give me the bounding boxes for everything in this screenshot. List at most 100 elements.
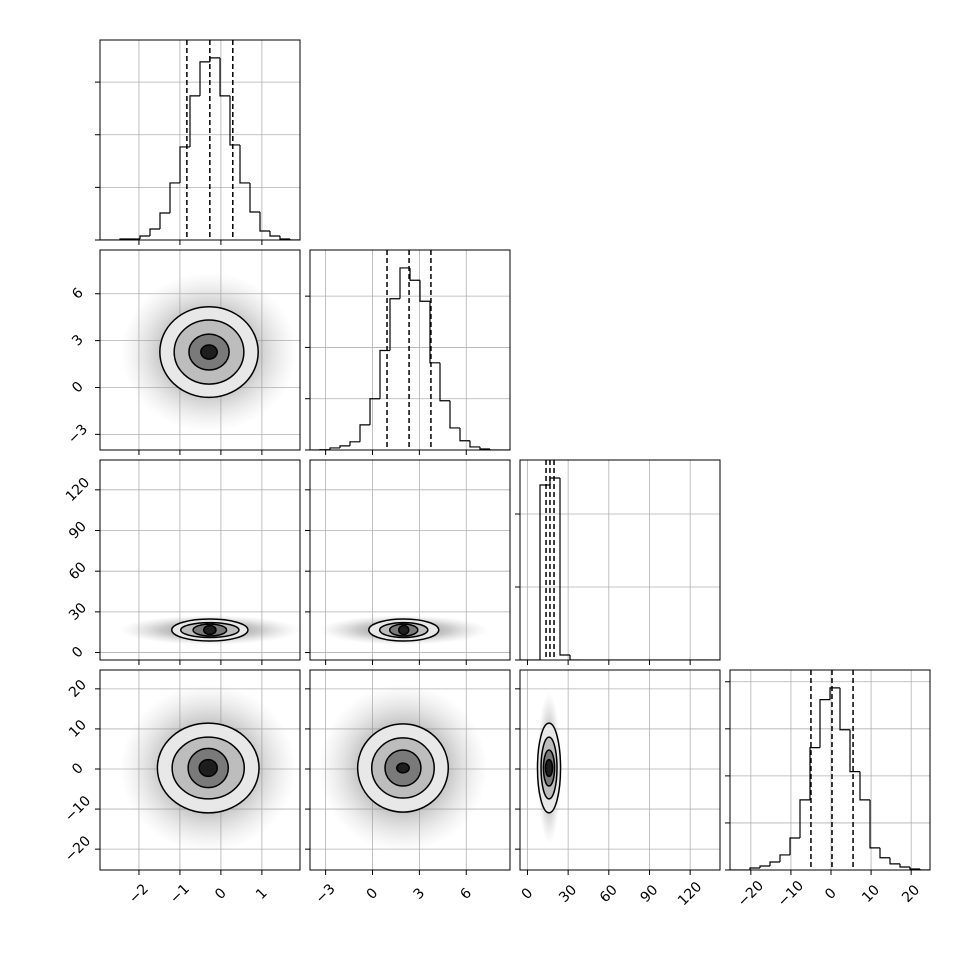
histogram-bin	[819, 699, 830, 748]
plot-area	[100, 40, 300, 240]
histogram-bin	[839, 687, 850, 731]
y-tick-label: 0	[69, 644, 87, 662]
contour-level	[544, 758, 554, 778]
panel-frame	[309, 669, 511, 871]
histogram-bin	[349, 441, 360, 446]
panel-frame	[99, 459, 301, 661]
x-tick-label: 60	[597, 882, 621, 906]
histogram-bin	[449, 400, 460, 429]
histogram-bin	[559, 478, 570, 656]
histogram-bin	[809, 747, 820, 800]
panel-frame	[309, 459, 511, 661]
x-tick-label: −2	[126, 881, 152, 907]
x-tick-label: 1	[253, 885, 271, 903]
histogram-bin	[339, 445, 350, 448]
panel: −3 0 3 6	[65, 249, 301, 455]
histogram-bin	[409, 267, 420, 281]
plot-area	[119, 615, 300, 645]
contour-level	[200, 344, 218, 360]
histogram-bin	[429, 301, 440, 364]
plot-area	[120, 683, 297, 853]
panel-frame	[519, 669, 721, 871]
x-tick-label: −3	[313, 881, 339, 907]
histogram-bin	[919, 869, 930, 870]
x-tick-label: 0	[364, 885, 382, 903]
y-tick-label: −3	[65, 421, 91, 447]
panel	[305, 459, 511, 665]
histogram-bin	[289, 239, 300, 240]
histogram-bin	[209, 57, 220, 62]
y-tick-label: 0	[69, 760, 87, 778]
histogram-bin	[749, 867, 760, 870]
x-tick-label: 6	[457, 885, 475, 903]
histogram-bin	[359, 424, 370, 442]
histogram-bin	[369, 398, 380, 425]
histogram-bin	[439, 362, 450, 402]
histogram-bin	[149, 228, 160, 236]
plot-area	[318, 683, 488, 853]
y-tick-label: 120	[63, 475, 93, 505]
y-tick-label: 60	[66, 559, 90, 583]
histogram-bin	[829, 687, 840, 700]
histogram-bin	[389, 298, 400, 351]
histogram-bin	[329, 447, 340, 450]
x-tick-label: −20	[735, 878, 767, 910]
histogram-bin	[539, 484, 550, 660]
panel: −3 0 3 6	[305, 669, 511, 907]
plot-area	[120, 272, 298, 432]
histogram-bin	[879, 847, 890, 859]
x-tick-label: 10	[859, 882, 883, 906]
histogram-bin	[899, 863, 910, 868]
panel	[305, 249, 511, 455]
histogram-bin	[179, 146, 190, 183]
panel-frame	[729, 669, 931, 871]
histogram-bin	[859, 771, 870, 801]
histogram-bin	[489, 448, 500, 450]
x-tick-label: 90	[638, 882, 662, 906]
panel-frame	[99, 39, 301, 241]
x-tick-label: −10	[775, 878, 807, 910]
histogram-bin	[139, 235, 150, 239]
contour-level	[202, 624, 217, 636]
plot-area	[319, 615, 489, 645]
x-tick-label: 3	[411, 885, 429, 903]
y-tick-label: −10	[62, 793, 94, 825]
histogram-bin	[469, 440, 480, 448]
y-tick-label: 10	[66, 717, 90, 741]
histogram-bin	[379, 349, 390, 399]
histogram-bin	[849, 729, 860, 773]
x-tick-label: 0	[822, 885, 840, 903]
y-tick-label: 30	[66, 600, 90, 624]
y-tick-label: 20	[66, 677, 90, 701]
panel: 0 30 60 90 120	[63, 459, 301, 665]
panel-frame	[309, 249, 511, 451]
panel-frame	[99, 249, 301, 451]
histogram-bin	[169, 182, 180, 213]
panel	[515, 459, 721, 665]
histogram-bin	[189, 95, 200, 147]
histogram-bin	[459, 427, 470, 442]
panel: −20 −10 0 10 20	[725, 669, 931, 910]
histogram-bin	[239, 144, 250, 184]
histogram-bin	[869, 799, 880, 849]
plot-area	[730, 670, 930, 870]
x-tick-label: −1	[167, 881, 193, 907]
histogram-bin	[779, 854, 790, 862]
contour-level	[395, 762, 410, 774]
histogram-bin	[279, 236, 290, 240]
histogram-bin	[249, 182, 260, 213]
histogram-bin	[419, 280, 430, 302]
histogram-bin	[769, 861, 780, 866]
histogram-bin	[269, 231, 280, 237]
y-tick-label: 6	[69, 285, 87, 303]
histogram-bin	[399, 267, 410, 299]
histogram-bin	[759, 865, 770, 868]
x-tick-label: 0	[212, 885, 230, 903]
histogram-bin	[229, 95, 240, 146]
y-tick-label: 0	[69, 379, 87, 397]
histogram-bin	[909, 866, 920, 870]
panel-frame	[99, 669, 301, 871]
x-tick-label: 120	[675, 879, 705, 909]
